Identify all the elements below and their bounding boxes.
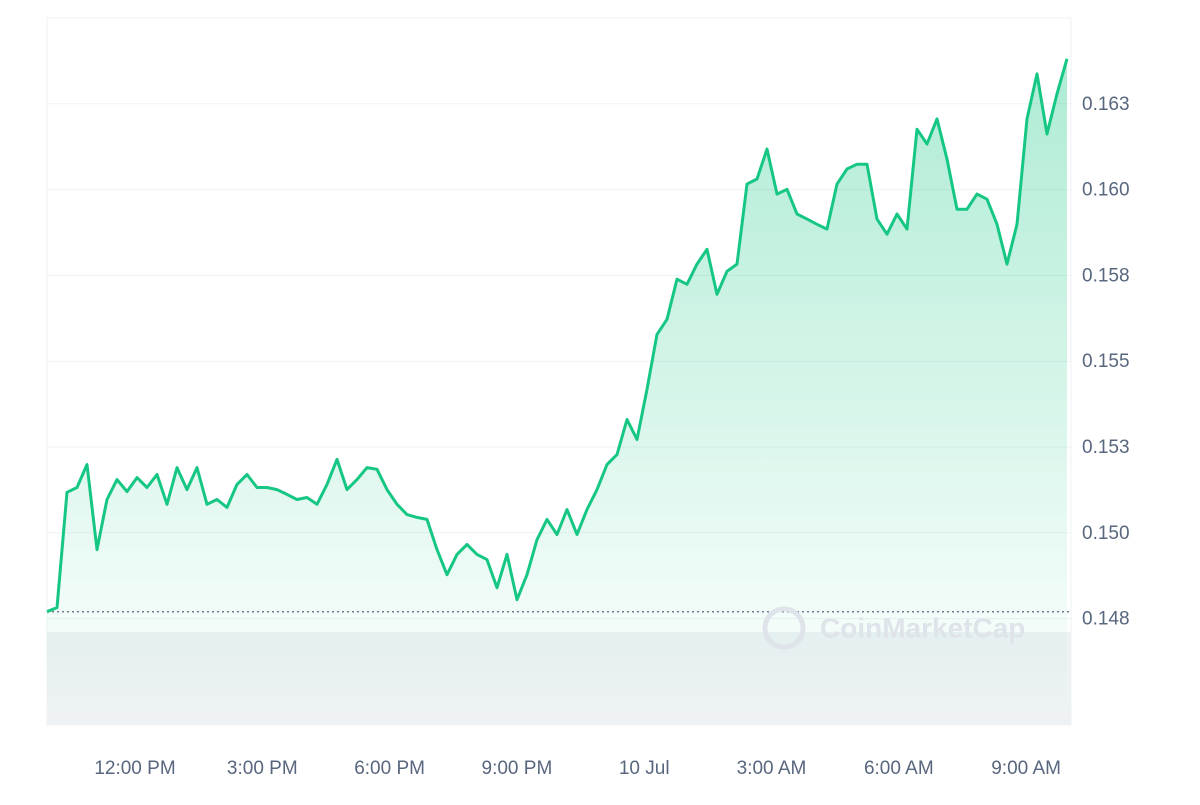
price-line <box>46 58 1069 614</box>
y-tick-label: 0.155 <box>1082 351 1130 372</box>
x-tick-label: 6:00 AM <box>864 758 934 779</box>
watermark-text: CoinMarketCap <box>820 612 1025 643</box>
watermark: CoinMarketCap <box>762 606 1025 650</box>
x-tick-label: 10 Jul <box>619 758 670 779</box>
x-tick-label: 9:00 AM <box>991 758 1061 779</box>
x-tick-label: 3:00 AM <box>737 758 807 779</box>
x-tick-label: 9:00 PM <box>482 758 553 779</box>
y-tick-label: 0.160 <box>1082 180 1130 201</box>
y-tick-label: 0.150 <box>1082 523 1130 544</box>
price-area <box>47 58 1067 726</box>
x-tick-label: 3:00 PM <box>227 758 298 779</box>
x-tick-label: 12:00 PM <box>94 758 175 779</box>
y-tick-label: 0.158 <box>1082 265 1130 286</box>
y-tick-label: 0.163 <box>1082 94 1130 115</box>
y-tick-label: 0.153 <box>1082 437 1130 458</box>
x-tick-label: 6:00 PM <box>354 758 425 779</box>
y-tick-label: 0.148 <box>1082 609 1130 630</box>
